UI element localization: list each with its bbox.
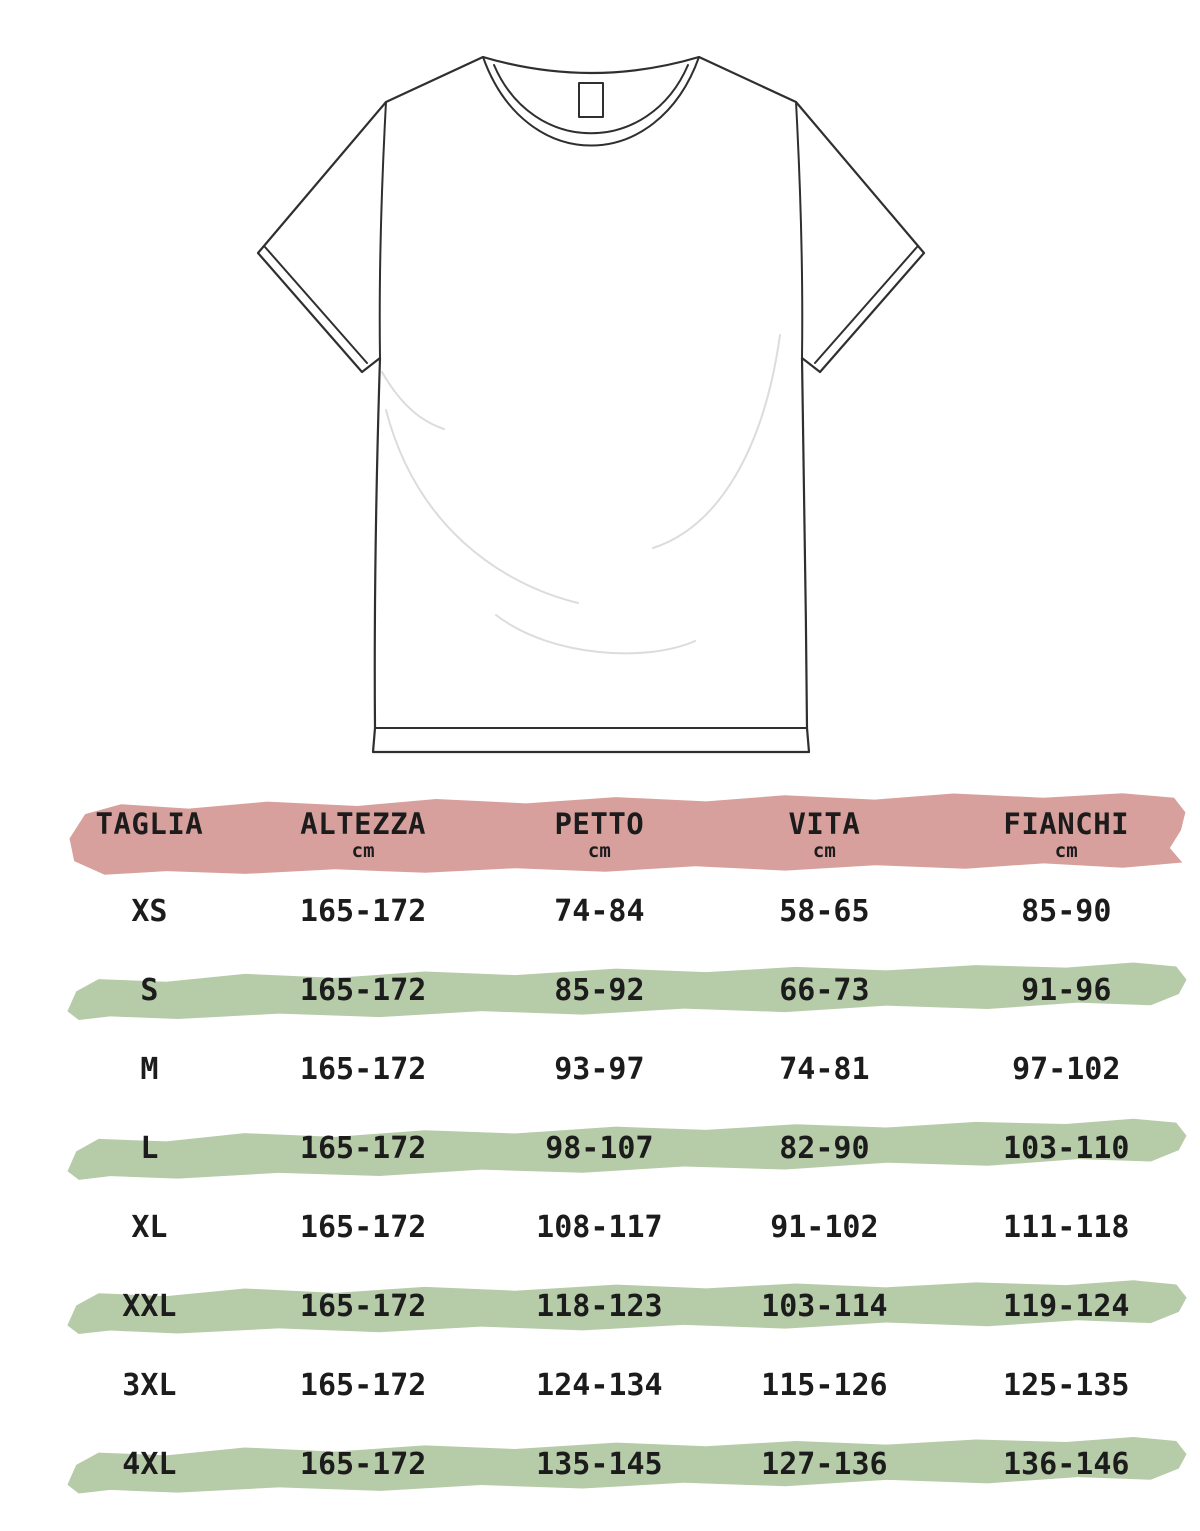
header-unit: cm (1054, 840, 1078, 863)
header-label: FIANCHI (1003, 806, 1130, 841)
table-row-xl: XL 165-172 108-117 91-102 111-118 (65, 1188, 1190, 1267)
vita-value: 82-90 (779, 1131, 870, 1166)
size-label: XS (131, 894, 168, 929)
fianchi-value: 103-110 (1003, 1131, 1130, 1166)
table-header-band: TAGLIA ALTEZZA cm PETTO cm VITA cm FIANC… (65, 795, 1190, 872)
altezza-value: 165-172 (299, 1131, 427, 1166)
table-row-l: L 165-172 98-107 82-90 103-110 (65, 1109, 1190, 1188)
header-label: TAGLIA (95, 806, 204, 841)
vita-value: 91-102 (770, 1210, 879, 1245)
armhole-seam-left (378, 101, 387, 359)
altezza-value: 165-172 (299, 1052, 427, 1087)
table-row-4xl: 4XL 165-172 135-145 127-136 136-146 (65, 1425, 1190, 1504)
header-petto: PETTO cm (493, 795, 707, 872)
petto-value: 108-117 (536, 1210, 663, 1245)
size-label: M (140, 1052, 159, 1087)
collar-outer (482, 56, 700, 147)
header-label: PETTO (554, 806, 645, 841)
vita-value: 115-126 (761, 1368, 888, 1403)
altezza-value: 165-172 (299, 1210, 427, 1245)
petto-value: 85-92 (554, 973, 645, 1008)
fianchi-value: 136-146 (1003, 1447, 1130, 1482)
size-label: L (140, 1131, 159, 1166)
altezza-value: 165-172 (299, 1447, 427, 1482)
table-row-s: S 165-172 85-92 66-73 91-96 (65, 951, 1190, 1030)
petto-value: 98-107 (545, 1131, 654, 1166)
fianchi-value: 91-96 (1021, 973, 1112, 1008)
header-vita: VITA cm (706, 795, 942, 872)
header-unit: cm (351, 840, 375, 863)
petto-value: 124-134 (536, 1368, 663, 1403)
vita-value: 66-73 (779, 973, 870, 1008)
petto-value: 93-97 (554, 1052, 645, 1087)
altezza-value: 165-172 (299, 1368, 427, 1403)
fianchi-value: 111-118 (1003, 1210, 1130, 1245)
fianchi-value: 125-135 (1003, 1368, 1130, 1403)
altezza-value: 165-172 (299, 1289, 427, 1324)
size-label: S (140, 973, 159, 1008)
neck-tag (578, 82, 604, 118)
header-unit: cm (587, 840, 611, 863)
header-unit: cm (812, 840, 836, 863)
tshirt-illustration (256, 55, 926, 754)
size-label: XL (131, 1210, 168, 1245)
petto-value: 118-123 (536, 1289, 663, 1324)
header-fianchi: FIANCHI cm (943, 795, 1191, 872)
petto-value: 74-84 (554, 894, 645, 929)
table-row-m: M 165-172 93-97 74-81 97-102 (65, 1030, 1190, 1109)
header-taglia: TAGLIA (65, 795, 234, 872)
tshirt-seams (264, 56, 918, 729)
size-label: 3XL (122, 1368, 177, 1403)
vita-value: 74-81 (779, 1052, 870, 1087)
altezza-value: 165-172 (299, 973, 427, 1008)
cuff-seam-right (814, 246, 918, 364)
table-row-xs: XS 165-172 74-84 58-65 85-90 (65, 872, 1190, 951)
vita-value: 103-114 (761, 1289, 888, 1324)
petto-value: 135-145 (536, 1447, 663, 1482)
header-label: ALTEZZA (300, 806, 426, 841)
tshirt-silhouette (256, 55, 926, 754)
size-label: XXL (122, 1289, 177, 1324)
header-altezza: ALTEZZA cm (234, 795, 493, 872)
table-row-xxl: XXL 165-172 118-123 103-114 119-124 (65, 1267, 1190, 1346)
fianchi-value: 119-124 (1003, 1289, 1130, 1324)
altezza-value: 165-172 (299, 894, 427, 929)
fabric-wrinkles (381, 334, 781, 655)
cuff-seam-left (264, 246, 368, 364)
vita-value: 58-65 (779, 894, 870, 929)
vita-value: 127-136 (761, 1447, 888, 1482)
size-label: 4XL (122, 1447, 177, 1482)
table-row-3xl: 3XL 165-172 124-134 115-126 125-135 (65, 1346, 1190, 1425)
fianchi-value: 85-90 (1021, 894, 1112, 929)
armhole-seam-right (795, 101, 804, 359)
header-label: VITA (788, 806, 861, 841)
collar-inner (493, 64, 689, 135)
fianchi-value: 97-102 (1012, 1052, 1121, 1087)
size-table: TAGLIA ALTEZZA cm PETTO cm VITA cm FIANC… (65, 795, 1190, 1504)
